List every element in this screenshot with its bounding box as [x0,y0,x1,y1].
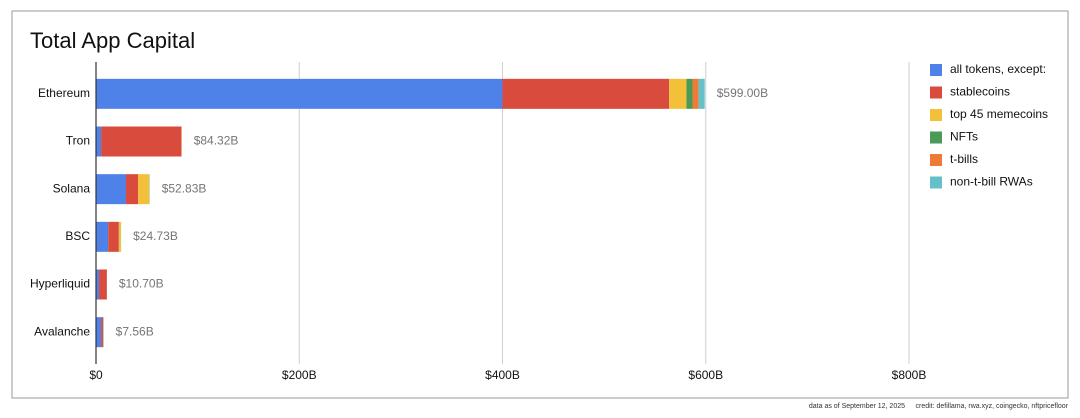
footnote: data as of September 12, 2025 [809,403,905,410]
x-tick-label: $400B [485,368,520,382]
legend-swatch [930,177,942,189]
y-tick-label: Hyperliquid [30,277,90,291]
y-tick-label: BSC [65,229,90,243]
legend-label: non-t-bill RWAs [950,175,1033,189]
bar-segment [96,127,101,157]
x-tick-label: $0 [89,368,103,382]
legend-label: stablecoins [950,85,1010,99]
y-tick-label: Avalanche [34,324,90,338]
total-label: $10.70B [119,277,164,291]
bar-segment [96,174,126,204]
x-tick-label: $800B [892,368,927,382]
legend-swatch [930,87,942,99]
bar-segment [108,222,119,252]
total-label: $24.73B [133,229,178,243]
y-tick-label: Solana [53,181,91,195]
bar-segment [96,79,503,109]
bar-segment [126,174,138,204]
legend-label: t-bills [950,152,978,166]
bar-segment [686,79,692,109]
total-label: $52.83B [162,181,207,195]
bar-segment [669,79,686,109]
legend-label: NFTs [950,130,978,144]
chart-title: Total App Capital [30,28,195,53]
bar-segment [119,222,121,252]
y-tick-label: Ethereum [38,86,90,100]
bar-segment [138,174,149,204]
chart-frame [12,11,1068,398]
bar-segment [101,317,103,347]
bar-segment [503,79,670,109]
legend-label: top 45 memecoins [950,107,1048,121]
total-label: $84.32B [194,134,239,148]
bar-segment [96,317,101,347]
y-tick-label: Tron [66,134,90,148]
footnote: credit: defillama, rwa.xyz, coingecko, n… [915,403,1068,410]
bar-segment [99,270,107,300]
bar-segment [103,317,104,347]
legend-swatch [930,64,942,76]
bar-segment [101,127,181,157]
total-label: $599.00B [717,86,768,100]
legend-swatch [930,109,942,121]
bar-segment [699,79,705,109]
total-label: $7.56B [116,324,154,338]
legend-swatch [930,154,942,166]
bar-segment [693,79,699,109]
bar-segment [96,222,108,252]
x-tick-label: $600B [688,368,723,382]
legend-swatch [930,132,942,144]
x-tick-label: $200B [282,368,317,382]
legend-label: all tokens, except: [950,62,1046,76]
